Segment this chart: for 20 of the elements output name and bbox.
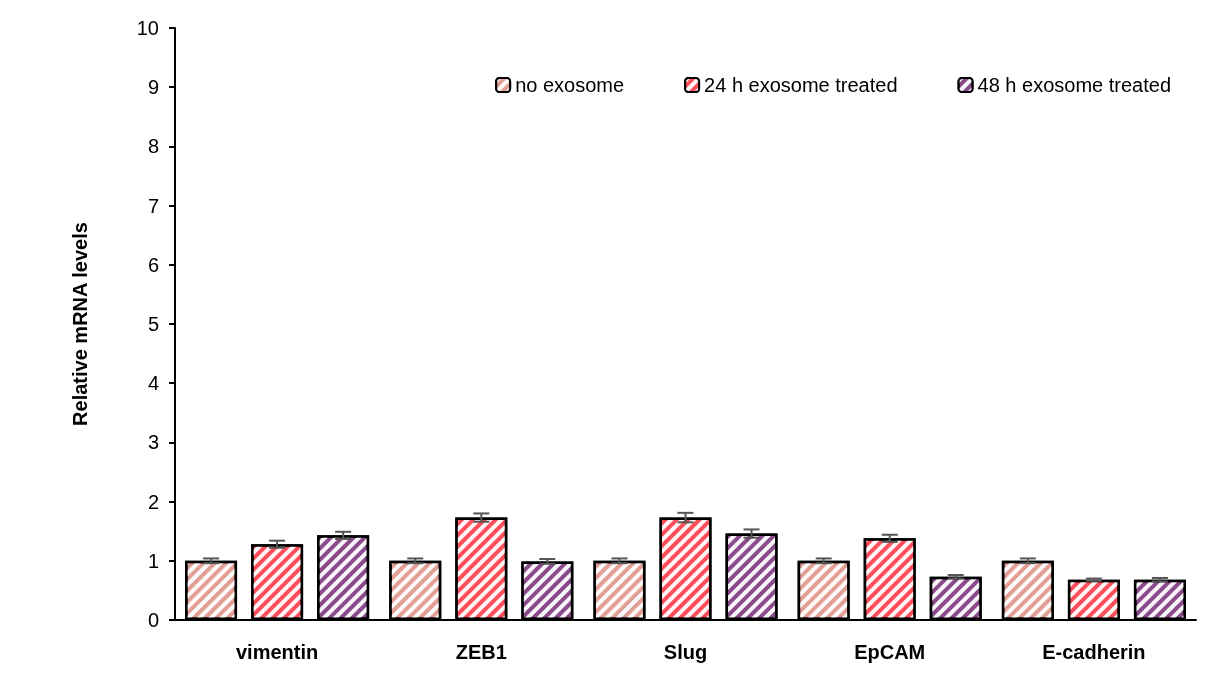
x-tick-label: E-cadherin [1042,641,1146,663]
y-tick-label: 3 [147,431,159,454]
y-tick-label: 6 [147,253,159,276]
y-tick-label: 5 [147,313,159,335]
legend-label: no exosome [515,74,625,96]
y-tick-label: 7 [147,194,159,217]
y-tick-label: 2 [147,490,159,513]
legend-label: 24 h exosome treated [704,74,898,96]
y-tick-label: 10 [136,17,159,39]
y-tick-label: 4 [147,372,159,395]
x-tick-label: vimentin [235,641,319,663]
y-tick-label: 8 [147,135,159,158]
y-axis-title: Relative mRNA levels [69,222,91,426]
x-tick-label: EpCAM [854,641,926,663]
y-tick-label: 1 [147,549,159,572]
x-tick-label: Slug [663,641,708,663]
y-tick-label: 9 [147,76,159,99]
legend-label: 48 h exosome treated [977,74,1172,96]
y-tick-label: 0 [147,609,159,631]
x-tick-label: ZEB1 [455,641,507,663]
